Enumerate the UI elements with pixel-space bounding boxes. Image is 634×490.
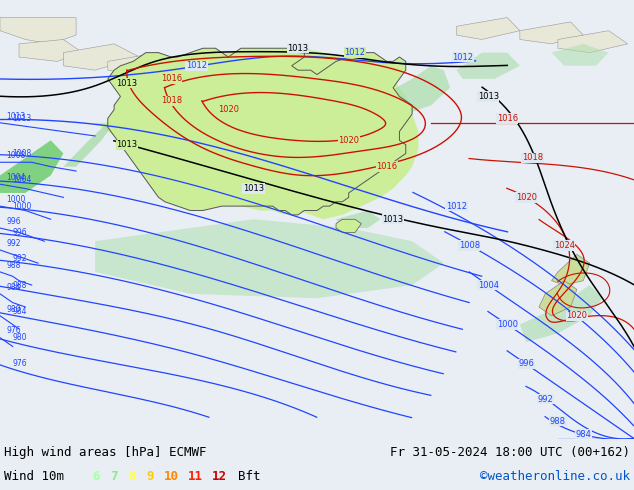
- Text: 1008: 1008: [458, 241, 480, 250]
- Text: 992: 992: [6, 239, 21, 248]
- Polygon shape: [558, 31, 628, 52]
- Polygon shape: [456, 52, 520, 79]
- Polygon shape: [336, 211, 380, 228]
- Text: ©weatheronline.co.uk: ©weatheronline.co.uk: [480, 469, 630, 483]
- Polygon shape: [0, 18, 76, 44]
- Polygon shape: [520, 285, 602, 342]
- Polygon shape: [539, 281, 577, 316]
- Text: 11: 11: [188, 469, 203, 483]
- Text: Bft: Bft: [238, 469, 261, 483]
- Text: 1018: 1018: [160, 97, 182, 105]
- Polygon shape: [456, 18, 520, 40]
- Text: 996: 996: [6, 217, 21, 226]
- Text: 1000: 1000: [13, 201, 32, 211]
- Polygon shape: [0, 140, 63, 193]
- Text: 6: 6: [92, 469, 100, 483]
- Text: 9: 9: [146, 469, 153, 483]
- Text: 1012: 1012: [186, 61, 207, 70]
- Text: 1018: 1018: [522, 153, 543, 162]
- Text: 1004: 1004: [477, 281, 499, 290]
- Text: 1016: 1016: [160, 74, 182, 83]
- Polygon shape: [95, 220, 444, 298]
- Text: 1020: 1020: [515, 193, 537, 202]
- Polygon shape: [63, 123, 114, 167]
- Polygon shape: [552, 44, 609, 66]
- Text: 12: 12: [212, 469, 227, 483]
- Text: 1020: 1020: [338, 136, 359, 145]
- Polygon shape: [552, 254, 590, 285]
- Text: 1012: 1012: [446, 201, 467, 211]
- Text: 992: 992: [13, 254, 27, 263]
- Text: 8: 8: [128, 469, 136, 483]
- Polygon shape: [63, 44, 139, 70]
- Text: 10: 10: [164, 469, 179, 483]
- Polygon shape: [336, 220, 361, 232]
- Text: Wind 10m: Wind 10m: [4, 469, 64, 483]
- Text: 1013: 1013: [287, 44, 309, 53]
- Text: 984: 984: [13, 307, 27, 316]
- Text: 984: 984: [6, 283, 21, 292]
- Text: 1024: 1024: [553, 241, 575, 250]
- Text: 1013: 1013: [6, 112, 25, 121]
- Text: 1013: 1013: [243, 184, 264, 193]
- Polygon shape: [95, 48, 418, 220]
- Polygon shape: [108, 52, 178, 74]
- Text: 1012: 1012: [344, 48, 366, 57]
- Text: 1020: 1020: [217, 105, 239, 114]
- Text: 1008: 1008: [6, 151, 25, 160]
- Text: 1012: 1012: [452, 52, 474, 62]
- Text: 1016: 1016: [496, 114, 518, 123]
- Text: 1016: 1016: [376, 162, 398, 171]
- Polygon shape: [520, 22, 583, 44]
- Text: 1013: 1013: [382, 215, 404, 224]
- Text: 996: 996: [518, 360, 534, 368]
- Text: 996: 996: [13, 228, 27, 237]
- Polygon shape: [19, 40, 82, 61]
- Text: 976: 976: [6, 326, 21, 336]
- Text: 1013: 1013: [116, 79, 138, 88]
- Polygon shape: [380, 66, 450, 114]
- Text: 1008: 1008: [13, 149, 32, 158]
- Polygon shape: [108, 48, 412, 215]
- Text: 988: 988: [6, 261, 21, 270]
- Text: 1000: 1000: [496, 320, 518, 329]
- Text: Fr 31-05-2024 18:00 UTC (00+162): Fr 31-05-2024 18:00 UTC (00+162): [390, 446, 630, 459]
- Text: 980: 980: [6, 305, 21, 314]
- Text: 984: 984: [575, 430, 592, 439]
- Text: 988: 988: [13, 281, 27, 290]
- Text: 1000: 1000: [6, 195, 26, 204]
- Text: 1004: 1004: [13, 175, 32, 184]
- Text: 992: 992: [538, 394, 553, 404]
- Text: 976: 976: [13, 360, 27, 368]
- Text: 988: 988: [550, 416, 566, 425]
- Text: 1013: 1013: [13, 114, 32, 123]
- Text: 980: 980: [13, 333, 27, 342]
- Text: 1013: 1013: [477, 92, 499, 101]
- Text: High wind areas [hPa] ECMWF: High wind areas [hPa] ECMWF: [4, 446, 207, 459]
- Text: 1020: 1020: [566, 311, 588, 320]
- Text: 1013: 1013: [116, 140, 138, 149]
- Text: 7: 7: [110, 469, 117, 483]
- Text: 1004: 1004: [6, 173, 26, 182]
